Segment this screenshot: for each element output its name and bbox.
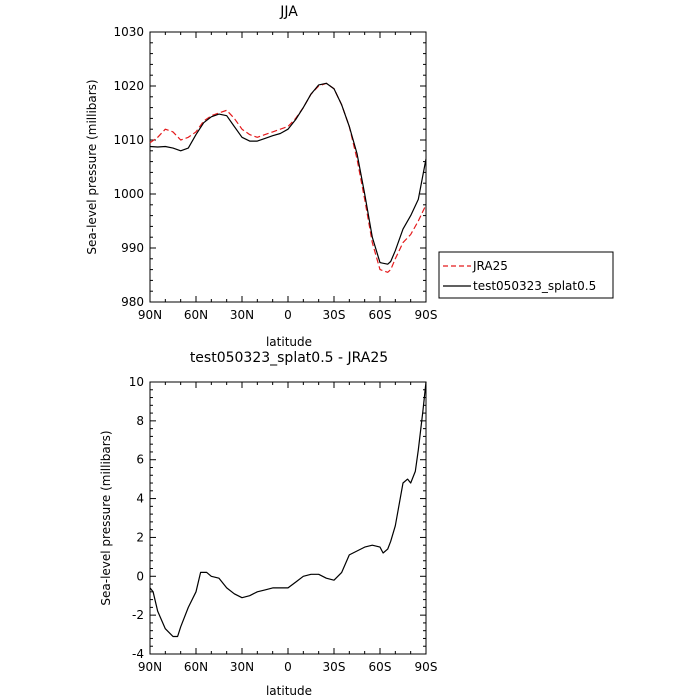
top-title: JJA (279, 4, 298, 20)
bottom-title: test050323_splat0.5 - JRA25 (190, 350, 388, 366)
y-tick-label: 990 (121, 241, 144, 255)
y-tick-label: -2 (132, 608, 144, 622)
legend-entry-test: test050323_splat0.5 (473, 279, 596, 293)
bottom-y-axis-label: Sea-level pressure (millibars) (99, 430, 113, 605)
y-tick-label: -4 (132, 647, 144, 661)
x-tick-label: 90N (138, 660, 162, 674)
top-y-axis-label: Sea-level pressure (millibars) (85, 79, 99, 254)
series-line-test050323-splat0-5 (149, 82, 427, 265)
bottom-panel: test050323_splat0.5 - JRA25 -4-20246810 … (99, 350, 437, 698)
top-series-lines (149, 82, 427, 273)
x-tick-label: 30N (230, 308, 254, 322)
x-tick-label: 30S (323, 308, 346, 322)
y-tick-label: 0 (136, 569, 144, 583)
bottom-y-ticks: -4 -2 0 2 4 6 8 10 (129, 375, 426, 661)
x-tick-label: 60S (369, 660, 392, 674)
top-y-ticks: 980 990 1000 1010 1020 1030 (113, 25, 426, 309)
legend: JRA25 test050323_splat0.5 (438, 251, 614, 299)
x-tick-label: 90S (415, 660, 438, 674)
y-tick-label: 980 (121, 295, 144, 309)
y-tick-label: 1020 (113, 79, 144, 93)
y-tick-label: 1000 (113, 187, 144, 201)
series-line-jra25 (149, 82, 427, 273)
top-x-axis-label: latitude (266, 335, 312, 349)
bottom-series-lines (149, 381, 427, 638)
top-panel: JJA 980 990 1000 1010 1020 1030 90N 60N 30N 0 30S… (85, 4, 437, 349)
y-tick-label: 1030 (113, 25, 144, 39)
x-tick-label: 0 (284, 308, 292, 322)
x-tick-label: 60S (369, 308, 392, 322)
x-tick-label: 30N (230, 660, 254, 674)
x-tick-label: 60N (184, 308, 208, 322)
legend-entry-jra25: JRA25 (472, 259, 508, 273)
bottom-x-ticks: 90N 60N 30N 0 30S 60S 90S (138, 382, 438, 674)
x-tick-label: 60N (184, 660, 208, 674)
y-tick-label: 6 (136, 453, 144, 467)
y-tick-label: 4 (136, 492, 144, 506)
y-tick-label: 2 (136, 530, 144, 544)
legend-box (438, 251, 614, 299)
x-tick-label: 90S (415, 308, 438, 322)
top-x-ticks: 90N 60N 30N 0 30S 60S 90S (138, 32, 438, 322)
x-tick-label: 0 (284, 660, 292, 674)
bottom-x-axis-label: latitude (266, 684, 312, 698)
bottom-plot-frame (149, 381, 427, 655)
top-plot-frame (149, 31, 427, 303)
y-tick-label: 8 (136, 414, 144, 428)
x-tick-label: 30S (323, 660, 346, 674)
series-line-difference (149, 381, 427, 638)
x-tick-label: 90N (138, 308, 162, 322)
y-tick-label: 10 (129, 375, 144, 389)
y-tick-label: 1010 (113, 133, 144, 147)
